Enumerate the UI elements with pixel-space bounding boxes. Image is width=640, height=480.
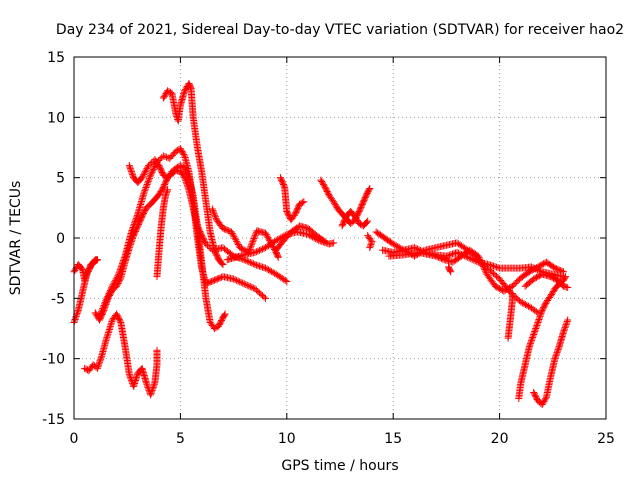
series-track-7 (153, 186, 172, 281)
chart-title: Day 234 of 2021, Sidereal Day-to-day VTE… (56, 22, 624, 38)
y-tick-label: 10 (47, 110, 65, 126)
data-point-markers (530, 316, 572, 409)
series-track-3 (81, 310, 161, 399)
series-track-15 (364, 232, 376, 252)
series-track-23 (521, 270, 572, 291)
data-point-markers (445, 263, 455, 276)
x-tick-label: 0 (70, 431, 79, 447)
data-point-markers (159, 80, 227, 269)
data-marks (70, 80, 572, 409)
y-axis-ticks: -15 -10 -5 0 5 10 15 (42, 50, 606, 428)
series-track-12 (276, 174, 308, 224)
x-axis-ticks: 0 5 10 15 20 25 (70, 57, 615, 447)
data-point-markers (521, 270, 572, 291)
x-tick-label: 10 (278, 431, 296, 447)
data-point-markers (364, 232, 376, 252)
series-track-20 (504, 290, 516, 342)
data-point-markers (338, 207, 372, 230)
x-tick-label: 25 (597, 431, 615, 447)
y-tick-label: 0 (56, 231, 65, 247)
series-track-22 (530, 316, 572, 409)
data-point-markers (385, 246, 567, 295)
series-track-8 (159, 80, 227, 269)
data-point-markers (504, 290, 516, 342)
y-tick-label: 15 (47, 50, 65, 66)
y-tick-label: -10 (42, 352, 65, 368)
data-point-markers (208, 205, 282, 261)
series-track-18 (385, 246, 567, 295)
x-tick-label: 20 (491, 431, 509, 447)
y-axis-label: SDTVAR / TECUs (8, 181, 24, 296)
series-track-14 (338, 207, 372, 230)
x-tick-label: 5 (176, 431, 185, 447)
data-point-markers (276, 174, 308, 224)
data-point-markers (515, 273, 570, 402)
data-point-markers (272, 222, 329, 254)
data-point-markers (81, 310, 161, 399)
series-track-21 (515, 273, 570, 402)
series-track-11 (272, 222, 329, 254)
data-point-markers (153, 186, 172, 281)
y-tick-label: 5 (56, 171, 65, 187)
series-track-9 (208, 205, 282, 261)
y-tick-label: -5 (51, 291, 65, 307)
x-tick-label: 15 (384, 431, 402, 447)
y-tick-label: -15 (42, 412, 65, 428)
series-track-19 (445, 263, 455, 276)
x-axis-label: GPS time / hours (281, 458, 398, 474)
